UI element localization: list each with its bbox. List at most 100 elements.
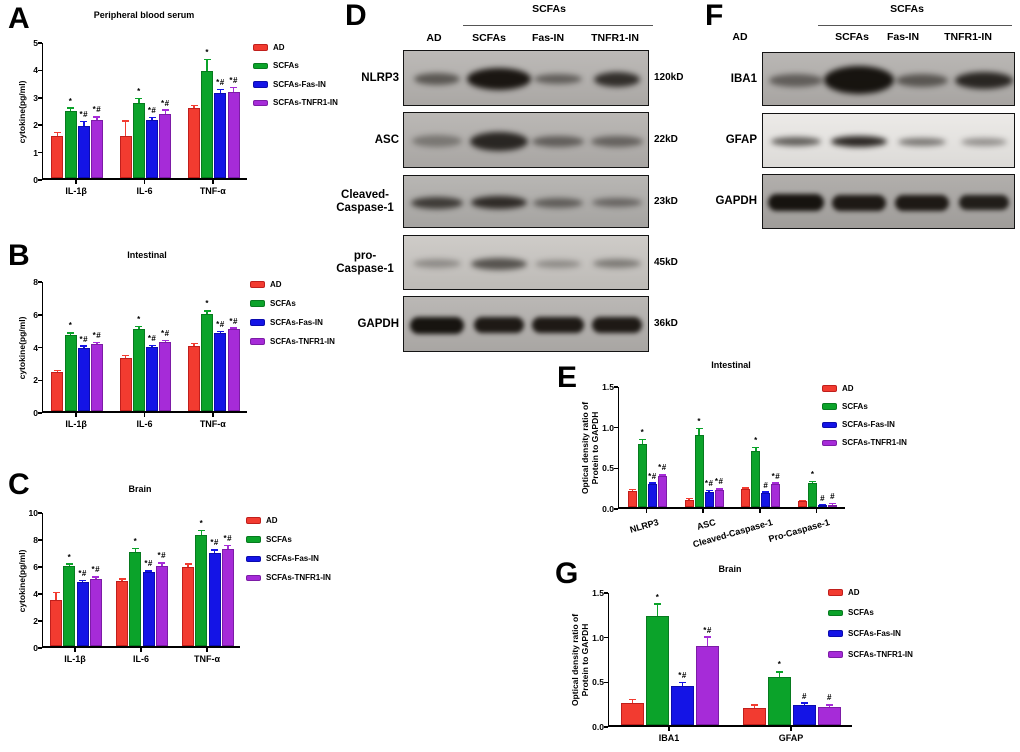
chart-a-errcap-AD-1 xyxy=(122,120,130,122)
chart-c-errcap-SCFAs-TNFR1-IN-0 xyxy=(92,576,100,578)
chart-g-errcap-SCFAs-1 xyxy=(776,671,783,673)
blot-d-band-r2-lane3 xyxy=(591,198,642,207)
chart-a-errbar-AD-1 xyxy=(124,120,127,136)
chart-c-errcap-SCFAs-2 xyxy=(197,529,205,532)
chart-g-plot-area: * *# *# * # # xyxy=(608,593,852,727)
chart-a-errcap-SCFAs-TNFR1-IN-2 xyxy=(230,86,238,88)
chart-b-errcap-SCFAs-1 xyxy=(135,325,143,328)
chart-b-xcat-1: IL-6 xyxy=(136,419,153,429)
chart-b-ytick-0: 0 xyxy=(33,408,38,418)
chart-a-errbar-SCFAs-Fas-IN-2 xyxy=(219,88,222,94)
chart-c-ytick-1: 2 xyxy=(33,616,38,626)
chart-c-errcap-AD-1 xyxy=(118,578,126,580)
chart-b-sig-SCFAs-TNFR1-IN-1: *# xyxy=(161,329,170,339)
chart-b-sig-SCFAs-Fas-IN-2: *# xyxy=(216,320,225,330)
chart-e-errcap-SCFAs-1 xyxy=(695,427,703,430)
panel-letter-g: G xyxy=(555,557,579,590)
blot-f-lane-label-2: TNFR1-IN xyxy=(944,31,992,43)
chart-b-legend-label-SCFAs-Fas-IN: SCFAs-Fas-IN xyxy=(270,317,323,327)
chart-g-ytickmark-3 xyxy=(603,592,608,594)
chart-e-bar-AD-0 xyxy=(627,490,637,507)
panel-letter-b: B xyxy=(8,239,30,272)
blot-d-row-label-4: GAPDH xyxy=(357,317,399,330)
chart-a-errcap-SCFAs-2 xyxy=(203,58,211,61)
panel-letter-f: F xyxy=(705,0,724,32)
chart-g-legend-swatch-SCFAs xyxy=(828,609,843,617)
blot-d-band-r4-lane2 xyxy=(531,317,584,333)
chart-g-ylabel-text: Optical density ratio of Protein to GAPDH xyxy=(569,613,590,707)
chart-b-errbar-AD-1 xyxy=(124,354,127,358)
chart-g-xcat-0: IBA1 xyxy=(658,733,680,743)
chart-b-sig-SCFAs-0: * xyxy=(68,321,73,331)
chart-a-errcap-SCFAs-Fas-IN-0 xyxy=(80,120,88,123)
chart-g-sig-SCFAs-TNFR1-IN-1: # xyxy=(827,693,832,703)
chart-g-ytick-3: 1.5 xyxy=(592,588,604,598)
chart-a-xtick-1 xyxy=(143,180,146,184)
chart-a-legend-label-SCFAs-TNFR1-IN: SCFAs-TNFR1-IN xyxy=(273,98,338,107)
blot-d-band-r4-lane3 xyxy=(591,317,642,333)
chart-e-errcap-AD-2 xyxy=(742,487,750,489)
chart-a-ytick-2: 2 xyxy=(33,120,38,131)
chart-c-errbar-SCFAs-1 xyxy=(134,548,137,552)
chart-a-errbar-SCFAs-TNFR1-IN-2 xyxy=(232,86,235,92)
chart-e-sig-SCFAs-Fas-IN-2: # xyxy=(763,480,769,490)
chart-c-plot-area: * *# *# * *# *# * *# *# xyxy=(42,513,240,648)
chart-g-errbar-AD-1 xyxy=(753,704,756,709)
chart-c-xtick-0 xyxy=(74,648,76,652)
chart-a-ytick-1: 1 xyxy=(33,147,38,158)
chart-b-errcap-SCFAs-TNFR1-IN-0 xyxy=(93,341,101,344)
blot-f-group-header: SCFAs xyxy=(890,3,924,15)
chart-a-xcat-2: TNF-α xyxy=(199,186,226,196)
chart-b-bar-AD-2 xyxy=(188,345,201,411)
chart-a-xcat-0: IL-1β xyxy=(65,186,87,196)
chart-c-errcap-SCFAs-TNFR1-IN-2 xyxy=(224,544,232,546)
chart-a-legend-swatch-AD xyxy=(253,44,268,51)
blot-d-lane-label-1: SCFAs xyxy=(472,32,506,44)
chart-c-ytickmark-5 xyxy=(37,512,42,514)
chart-b-legend-label-AD: AD xyxy=(270,279,282,289)
chart-g-sig-SCFAs-1: * xyxy=(777,660,782,670)
chart-a-bar-SCFAs-TNFR1-IN-2 xyxy=(227,91,240,178)
chart-c-legend-swatch-SCFAs xyxy=(246,536,261,543)
chart-a-ytick-0: 0 xyxy=(33,175,38,185)
blot-d-box-2 xyxy=(403,175,649,228)
blot-d-box-4 xyxy=(403,296,649,352)
chart-b-ytickmark-3 xyxy=(37,314,42,316)
chart-a-errbar-SCFAs-TNFR1-IN-1 xyxy=(164,109,167,114)
chart-c-bar-AD-0 xyxy=(50,600,63,646)
chart-e-legend-label-SCFAs-TNFR1-IN: SCFAs-TNFR1-IN xyxy=(842,438,907,448)
chart-e-bar-SCFAs-0 xyxy=(637,443,647,507)
chart-e-plot-area: * *# *# * *# *# * # *# * # # xyxy=(618,387,845,509)
chart-e-bar-SCFAs-2 xyxy=(751,450,761,507)
chart-e-xtick-0 xyxy=(645,509,648,513)
chart-b-errcap-SCFAs-Fas-IN-1 xyxy=(148,344,156,346)
chart-b-ytick-4: 8 xyxy=(33,277,38,287)
chart-a-legend-swatch-SCFAs xyxy=(253,62,268,69)
blot-d-row-label-2: Cleaved- Caspase-1 xyxy=(336,188,394,214)
chart-c-xcat-1: IL-6 xyxy=(132,654,149,664)
chart-e-bar-SCFAs-1 xyxy=(694,434,704,507)
chart-g-legend-label-SCFAs: SCFAs xyxy=(848,608,874,618)
chart-a-errcap-AD-2 xyxy=(190,104,198,107)
chart-b-errcap-AD-0 xyxy=(53,369,61,371)
chart-a-bar-AD-1 xyxy=(119,135,132,178)
chart-c-sig-SCFAs-1: * xyxy=(133,537,138,547)
chart-b-errcap-AD-1 xyxy=(122,354,130,357)
blot-d-band-r0-lane1 xyxy=(466,68,531,90)
chart-c-bar-SCFAs-Fas-IN-0 xyxy=(76,581,89,646)
chart-e-ytick-0: 0.0 xyxy=(602,504,614,514)
blot-f-band-r0-lane0 xyxy=(768,73,823,87)
chart-a-title: Peripheral blood serum xyxy=(93,10,195,20)
chart-g-ytickmark-1 xyxy=(603,681,608,684)
chart-e-xtick-2 xyxy=(759,509,761,513)
blot-d-kd-label-4: 36kD xyxy=(654,318,678,329)
chart-b-legend-swatch-SCFAs xyxy=(250,300,265,307)
blot-f-row-label-0: IBA1 xyxy=(730,72,757,85)
chart-c-errbar-SCFAs-Fas-IN-2 xyxy=(213,549,216,553)
chart-b-errcap-SCFAs-TNFR1-IN-2 xyxy=(230,327,238,329)
blot-d-lane-label-2: Fas-IN xyxy=(531,32,565,44)
chart-b-sig-SCFAs-Fas-IN-1: *# xyxy=(147,333,157,343)
blot-d-row-label-0: NLRP3 xyxy=(361,71,399,84)
chart-a-legend-swatch-SCFAs-Fas-IN xyxy=(253,81,268,88)
chart-c-errbar-SCFAs-TNFR1-IN-1 xyxy=(161,562,163,566)
